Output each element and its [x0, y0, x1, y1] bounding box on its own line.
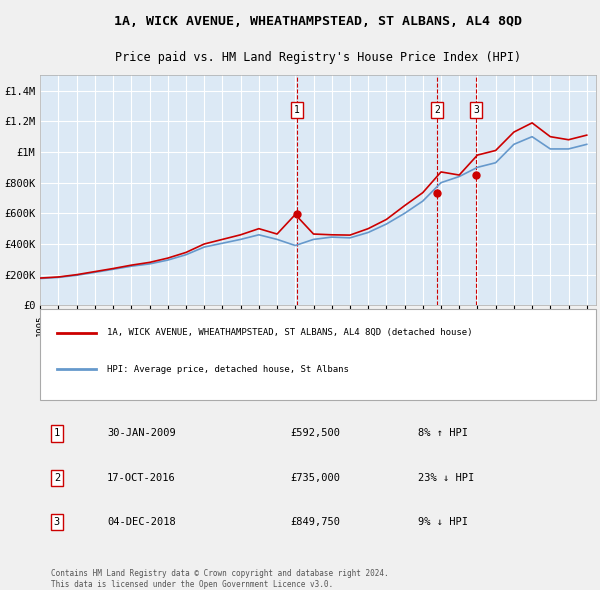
Text: 30-JAN-2009: 30-JAN-2009: [107, 428, 176, 438]
Text: 23% ↓ HPI: 23% ↓ HPI: [418, 473, 475, 483]
FancyBboxPatch shape: [40, 309, 596, 400]
Text: £592,500: £592,500: [290, 428, 340, 438]
Text: 1: 1: [54, 428, 60, 438]
Text: 1A, WICK AVENUE, WHEATHAMPSTEAD, ST ALBANS, AL4 8QD: 1A, WICK AVENUE, WHEATHAMPSTEAD, ST ALBA…: [114, 15, 522, 28]
Text: 1: 1: [294, 105, 300, 115]
Text: Contains HM Land Registry data © Crown copyright and database right 2024.
This d: Contains HM Land Registry data © Crown c…: [52, 569, 389, 589]
Text: £735,000: £735,000: [290, 473, 340, 483]
Text: 9% ↓ HPI: 9% ↓ HPI: [418, 517, 468, 527]
Text: 17-OCT-2016: 17-OCT-2016: [107, 473, 176, 483]
Text: 2: 2: [434, 105, 440, 115]
Text: 1A, WICK AVENUE, WHEATHAMPSTEAD, ST ALBANS, AL4 8QD (detached house): 1A, WICK AVENUE, WHEATHAMPSTEAD, ST ALBA…: [107, 329, 472, 337]
Text: Price paid vs. HM Land Registry's House Price Index (HPI): Price paid vs. HM Land Registry's House …: [115, 51, 521, 64]
Text: 04-DEC-2018: 04-DEC-2018: [107, 517, 176, 527]
Text: 8% ↑ HPI: 8% ↑ HPI: [418, 428, 468, 438]
Text: 3: 3: [54, 517, 60, 527]
Text: £849,750: £849,750: [290, 517, 340, 527]
Text: HPI: Average price, detached house, St Albans: HPI: Average price, detached house, St A…: [107, 365, 349, 374]
Text: 3: 3: [473, 105, 479, 115]
Text: 2: 2: [54, 473, 60, 483]
